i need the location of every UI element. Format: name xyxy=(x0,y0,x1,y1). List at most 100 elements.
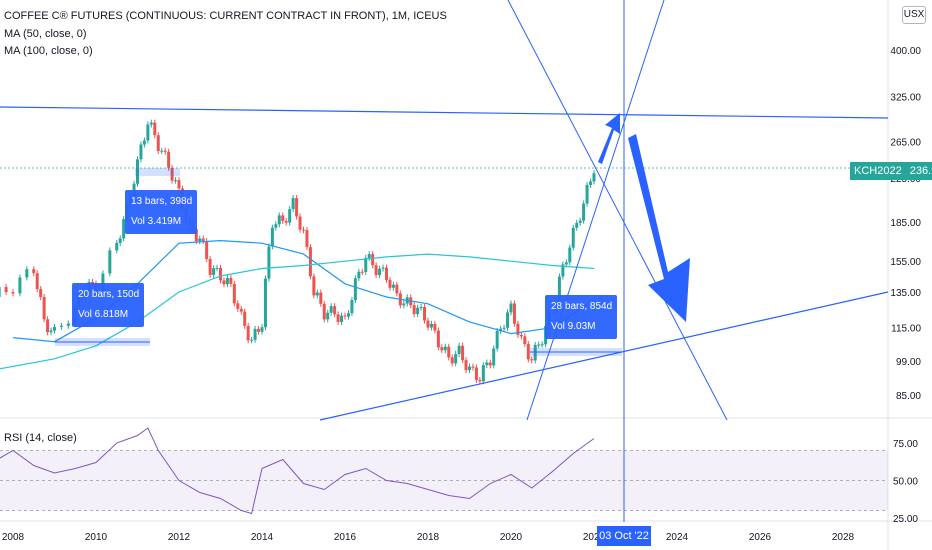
measure-box-2021[interactable]: 28 bars, 854d Vol 9.03M xyxy=(545,295,617,339)
candle-body xyxy=(291,198,295,210)
candle-body xyxy=(136,159,139,184)
candle-body xyxy=(457,345,461,355)
candle-body xyxy=(232,283,236,304)
candle-body xyxy=(367,254,371,258)
candle-body xyxy=(59,325,63,327)
candle-body xyxy=(163,150,167,152)
price-tick-label: 325.00 xyxy=(890,92,921,103)
candle-body xyxy=(49,330,53,333)
candle-body xyxy=(18,277,22,294)
candle-body xyxy=(530,359,534,361)
fan-line-up xyxy=(526,0,665,421)
chart-title: COFFEE C® FUTURES (CONTINUOUS: CURRENT C… xyxy=(4,10,447,22)
candle-body xyxy=(474,367,478,380)
candle-body xyxy=(295,198,299,217)
legend-ma100[interactable]: MA (100, close, 0) xyxy=(4,45,93,57)
candle-body xyxy=(149,122,153,125)
candle-body xyxy=(66,323,70,326)
candle-body xyxy=(333,306,337,315)
candle-body xyxy=(329,306,333,313)
candle-body xyxy=(4,287,8,293)
price-tick-label: 115.00 xyxy=(891,324,921,335)
candle-body xyxy=(118,238,122,243)
legend-rsi[interactable]: RSI (14, close) xyxy=(4,432,77,444)
candle-body xyxy=(468,366,471,371)
support-trendline xyxy=(319,291,889,421)
candle-body xyxy=(305,230,309,248)
range-area xyxy=(135,168,180,176)
legend-ma50[interactable]: MA (50, close, 0) xyxy=(4,28,87,40)
candle-body xyxy=(174,180,178,182)
rsi-tick-label: 25.00 xyxy=(893,514,918,525)
candle-body xyxy=(412,305,416,315)
candle-body xyxy=(519,334,523,337)
candle-body xyxy=(315,292,319,296)
candle-body xyxy=(160,150,164,152)
price-tick-label: 85.00 xyxy=(896,391,921,402)
candle-body xyxy=(146,124,150,141)
candle-body xyxy=(177,180,181,189)
candle-body xyxy=(381,267,385,269)
candle-body xyxy=(592,173,596,182)
candle-body xyxy=(312,276,316,296)
candle-body xyxy=(122,219,126,239)
candle-body xyxy=(433,323,437,331)
candle-body xyxy=(11,292,15,294)
rsi-tick-label: 75.00 xyxy=(893,439,918,450)
candle-body xyxy=(263,278,267,328)
candle-body xyxy=(35,273,39,290)
ma100-line xyxy=(0,253,595,370)
time-tick-label: 2024 xyxy=(666,532,689,543)
candle-body xyxy=(336,314,340,323)
measure-volume: Vol 3.419M xyxy=(131,216,182,227)
candle-body xyxy=(274,224,278,228)
candle-body xyxy=(436,330,440,348)
candle-body xyxy=(492,348,496,366)
candle-body xyxy=(239,308,243,312)
price-symbol: KCH2022 xyxy=(854,165,902,177)
candle-body xyxy=(357,271,361,279)
candle-body xyxy=(25,269,29,278)
candle-body xyxy=(42,296,46,320)
up-arrow xyxy=(598,113,620,164)
candle-body xyxy=(32,269,36,274)
candle-body xyxy=(156,135,160,152)
measure-volume: Vol 6.818M xyxy=(78,309,129,320)
measure-box-2011[interactable]: 13 bars, 398d Vol 3.419M xyxy=(125,190,197,234)
candle-body xyxy=(481,365,485,382)
candle-body xyxy=(540,344,544,346)
candle-body xyxy=(215,267,219,269)
candle-body xyxy=(198,238,202,242)
candle-body xyxy=(353,278,357,301)
measure-bars: 13 bars, 398d xyxy=(131,196,193,207)
candle-body xyxy=(512,303,516,324)
time-tick-label: 2016 xyxy=(334,532,357,543)
measure-box-2009[interactable]: 20 bars, 150d Vol 6.818M xyxy=(72,283,144,327)
candle-body xyxy=(461,345,465,361)
time-tick-label: 2026 xyxy=(749,532,772,543)
candle-body xyxy=(267,246,271,279)
candle-body xyxy=(308,247,312,277)
candle-body xyxy=(395,284,399,294)
candle-body xyxy=(450,357,454,364)
candle-body xyxy=(499,328,503,331)
candle-body xyxy=(526,344,530,360)
candle-body xyxy=(298,216,302,230)
candle-body xyxy=(589,181,593,185)
candle-body xyxy=(533,344,537,361)
candle-body xyxy=(478,379,482,382)
candle-body xyxy=(322,303,326,320)
candle-body xyxy=(582,203,586,221)
price-value: 236.25 xyxy=(909,165,932,177)
candle-body xyxy=(205,241,209,260)
crosshair-date-label: 03 Oct '22 xyxy=(597,526,651,546)
candle-body xyxy=(350,300,354,314)
currency-badge[interactable]: USX xyxy=(902,6,926,24)
candle-body xyxy=(243,311,247,326)
candle-body xyxy=(260,327,264,332)
candle-body xyxy=(225,277,229,285)
time-tick-label: 2018 xyxy=(417,532,440,543)
candle-body xyxy=(416,307,420,315)
candle-body xyxy=(142,140,146,145)
